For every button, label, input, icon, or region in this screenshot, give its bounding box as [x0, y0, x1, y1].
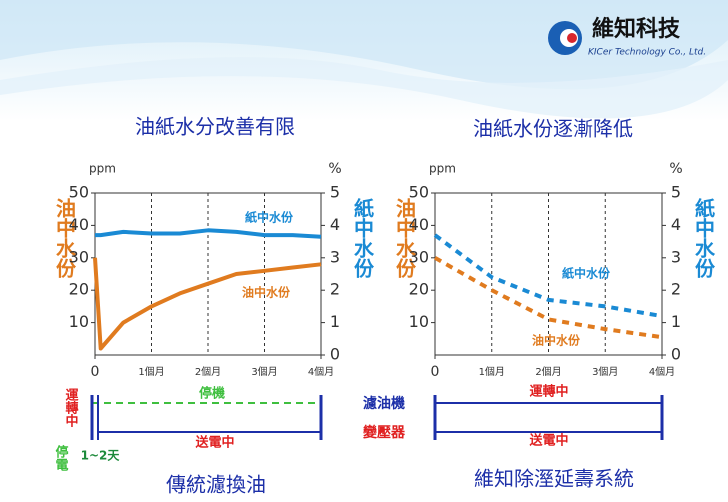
y2-tick-label: 3 [671, 247, 681, 266]
y2-tick-label: 2 [330, 280, 340, 299]
x-tick-label: 0 [91, 364, 100, 380]
x-tick-label: 4個月 [308, 365, 334, 378]
chart-title: 油紙水分改善有限 [135, 115, 295, 139]
header-wave [0, 0, 728, 90]
timeline-label: 送電中 [528, 433, 568, 449]
timeline-label: 停電 [53, 444, 69, 472]
y2-tick-label: 1 [671, 312, 681, 331]
series-label: 紙中水份 [245, 210, 294, 225]
y-tick-label: 50 [409, 183, 429, 202]
timeline-label: 送電中 [194, 435, 234, 451]
y2-tick-label: 3 [330, 247, 340, 266]
y-unit: ppm [89, 162, 116, 176]
x-tick-label: 4個月 [649, 365, 675, 378]
y2-axis-label: 紙中水份 [351, 197, 375, 279]
series-line [434, 256, 663, 340]
x-tick-label: 2個月 [535, 365, 561, 378]
series-label: 紙中水份 [562, 266, 611, 281]
y-axis-label: 油中水份 [53, 197, 77, 279]
y2-axis-label: 紙中水份 [692, 197, 716, 279]
row-label: 濾油機 [363, 395, 405, 412]
x-tick-label: 1個月 [479, 365, 505, 378]
y2-tick-label: 4 [671, 215, 681, 234]
y-unit: ppm [429, 162, 456, 176]
y-tick-label: 10 [69, 312, 89, 331]
series-label: 油中水份 [242, 285, 291, 300]
y-tick-label: 40 [69, 215, 89, 234]
series-line [95, 228, 322, 239]
caption: 維知除溼延壽系統 [474, 467, 634, 491]
y2-tick-label: 1 [330, 312, 340, 331]
row-label: 變壓器 [363, 424, 406, 441]
y2-tick-label: 2 [671, 280, 681, 299]
timeline-label: 1~2天 [81, 449, 121, 463]
y2-tick-label: 0 [330, 345, 340, 364]
y2-tick-label: 4 [330, 215, 340, 234]
y-tick-label: 10 [409, 312, 429, 331]
timeline-label: 運轉中 [63, 388, 79, 428]
y-tick-label: 20 [409, 280, 429, 299]
y-axis-label: 油中水份 [393, 197, 417, 279]
x-tick-label: 1個月 [138, 365, 164, 378]
y2-tick-label: 0 [671, 345, 681, 364]
y2-unit: % [328, 161, 341, 177]
header-wave [0, 57, 728, 119]
logo-subtitle: KICer Technology Co., Ltd. [588, 48, 706, 58]
y2-tick-label: 5 [330, 183, 340, 202]
series-label: 油中水份 [532, 333, 581, 348]
series-line [433, 233, 663, 319]
logo-name: 維知科技 [592, 16, 681, 42]
x-tick-label: 3個月 [592, 365, 618, 378]
y2-tick-label: 5 [671, 183, 681, 202]
y-tick-label: 20 [69, 280, 89, 299]
y-tick-label: 30 [69, 247, 89, 266]
timeline-label: 運轉中 [529, 384, 568, 400]
x-tick-label: 3個月 [251, 365, 277, 378]
chart-title: 油紙水份逐漸降低 [473, 117, 633, 141]
y-tick-label: 30 [409, 247, 429, 266]
y2-unit: % [669, 161, 682, 177]
series-line [93, 257, 322, 351]
x-tick-label: 2個月 [195, 365, 221, 378]
y-tick-label: 50 [69, 183, 89, 202]
logo-mark [567, 33, 577, 43]
y-tick-label: 40 [409, 215, 429, 234]
timeline-label: 停機 [199, 386, 225, 402]
x-tick-label: 0 [431, 364, 440, 380]
caption: 傳統濾換油 [166, 473, 266, 497]
